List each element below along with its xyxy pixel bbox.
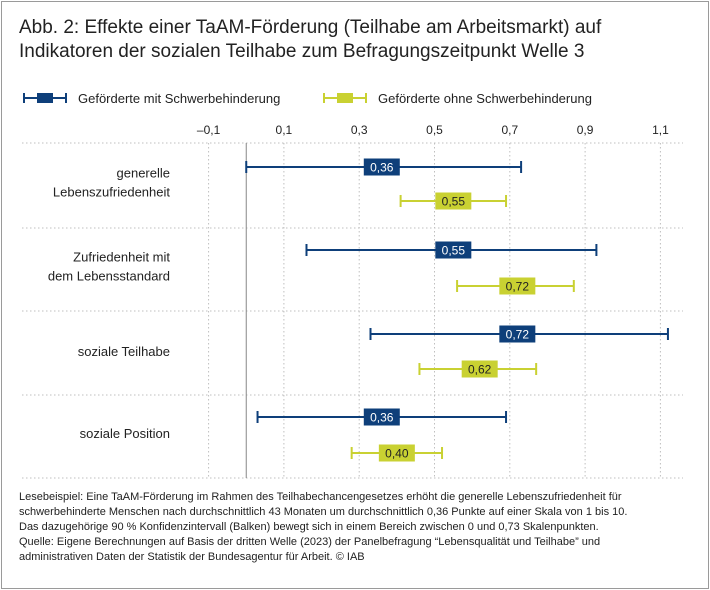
x-tick-label: 1,1: [652, 123, 669, 137]
legend-marker-lime-icon: [323, 93, 367, 103]
title-line-1: Abb. 2: Effekte einer TaAM-Förderung (Te…: [19, 17, 602, 38]
category-label: Lebenszufriedenheit: [53, 185, 170, 200]
category-label: Zufriedenheit mit: [73, 250, 170, 265]
estimate-value-label: 0,55: [442, 244, 466, 258]
estimate-value-label: 0,40: [385, 447, 409, 461]
estimate-marker: [378, 444, 415, 462]
estimate-marker: [435, 241, 472, 259]
x-tick-label: 0,9: [577, 123, 594, 137]
estimate-value-label: 0,36: [370, 411, 394, 425]
legend-item-with-disability: Geförderte mit Schwerbehinderung: [22, 90, 280, 106]
estimate-marker: [499, 277, 536, 295]
reading-example-line-3: Das dazugehörige 90 % Konfidenzintervall…: [19, 521, 599, 533]
estimate-value-label: 0,36: [370, 161, 394, 175]
x-tick-label: –0,1: [197, 123, 221, 137]
title-line-2: Indikatoren der sozialen Teilhabe zum Be…: [19, 41, 585, 62]
legend-label-without-disability: Geförderte ohne Schwerbehinderung: [378, 90, 592, 106]
category-label: soziale Teilhabe: [78, 344, 170, 359]
reading-example-line-2: schwerbehinderte Menschen nach durchschn…: [19, 506, 628, 518]
legend-item-without-disability: Geförderte ohne Schwerbehinderung: [322, 90, 592, 106]
x-tick-label: 0,7: [501, 123, 518, 137]
legend-label-with-disability: Geförderte mit Schwerbehinderung: [78, 90, 281, 106]
category-label: soziale Position: [80, 426, 170, 441]
category-label: generelle: [117, 166, 171, 181]
source-line-1: Quelle: Eigene Berechnungen auf Basis de…: [19, 536, 601, 548]
reading-example-line-1: Lesebeispiel: Eine TaAM-Förderung im Rah…: [19, 491, 622, 503]
estimate-marker: [363, 408, 400, 426]
estimate-marker: [499, 325, 536, 343]
estimate-value-label: 0,72: [506, 280, 530, 294]
figure-title: Abb. 2: Effekte einer TaAM-Förderung (Te…: [19, 16, 689, 64]
x-tick-label: 0,5: [426, 123, 443, 137]
estimate-value-label: 0,72: [506, 328, 530, 342]
estimate-marker: [435, 192, 472, 210]
source-line-2: administrativen Daten der Statistik der …: [19, 551, 365, 563]
x-tick-label: 0,1: [276, 123, 293, 137]
legend-marker-navy-icon: [23, 93, 67, 103]
estimate-marker: [461, 360, 498, 378]
notes: Lesebeispiel: Eine TaAM-Förderung im Rah…: [19, 490, 699, 565]
estimate-value-label: 0,55: [442, 195, 466, 209]
estimate-value-label: 0,62: [468, 363, 492, 377]
estimate-marker: [363, 158, 400, 176]
x-tick-label: 0,3: [351, 123, 368, 137]
category-label: dem Lebensstandard: [48, 269, 170, 284]
